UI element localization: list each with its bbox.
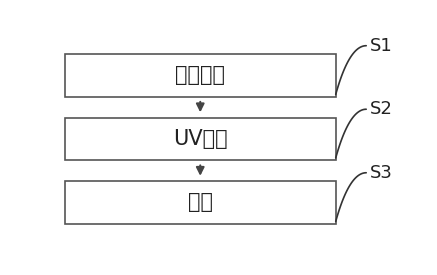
- Text: S1: S1: [370, 37, 392, 55]
- Text: S3: S3: [370, 164, 392, 182]
- Bar: [65, 118, 336, 160]
- Text: 组装: 组装: [188, 192, 213, 212]
- Text: 框体点胶: 框体点胶: [175, 65, 225, 85]
- Bar: [65, 54, 336, 97]
- Bar: [65, 181, 336, 224]
- Text: UV固化: UV固化: [173, 129, 228, 149]
- Text: S2: S2: [370, 100, 392, 118]
